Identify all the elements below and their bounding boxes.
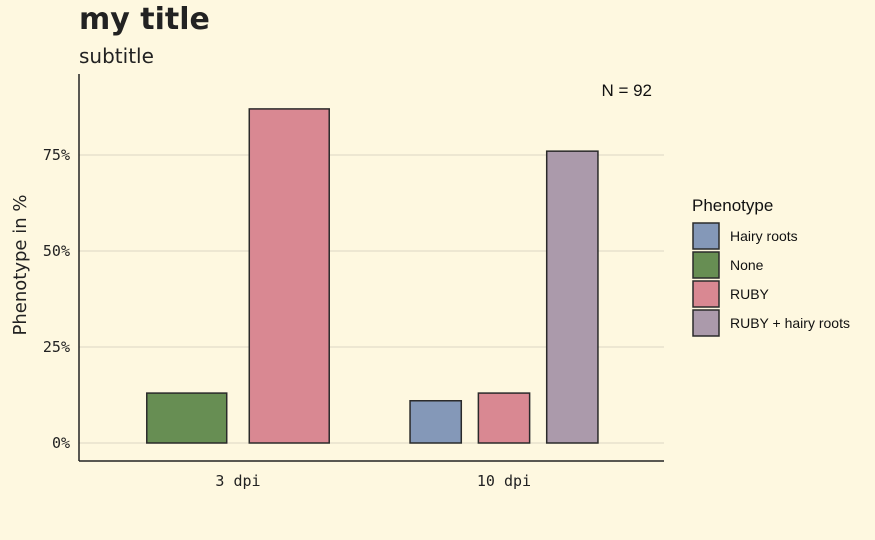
- legend-swatch: [692, 280, 720, 308]
- bar-ruby-0: [248, 108, 330, 444]
- bar-ruby-1: [477, 392, 531, 444]
- legend-item-label: Hairy roots: [730, 228, 798, 244]
- bars-group: [146, 108, 599, 444]
- chart-title: my title: [79, 2, 210, 37]
- bar-ruby-hairy-roots-1: [545, 150, 599, 444]
- y-tick-label: 0%: [52, 434, 70, 452]
- y-tick-label: 75%: [43, 146, 70, 164]
- legend-item-label: None: [730, 257, 764, 273]
- y-tick-label: 25%: [43, 338, 70, 356]
- x-tick-label: 10 dpi: [477, 472, 531, 490]
- legend-item-label: RUBY + hairy roots: [730, 315, 850, 331]
- axes: [78, 74, 664, 462]
- chart-subtitle: subtitle: [79, 44, 154, 68]
- sample-size-annotation: N = 92: [601, 81, 652, 100]
- tick-labels: 0% 25% 50% 75% 3 dpi 10 dpi: [43, 146, 531, 490]
- legend: Hairy roots None RUBY RUBY + hairy roots: [692, 222, 850, 337]
- bar-none-0: [146, 392, 228, 444]
- legend-swatch: [692, 309, 720, 337]
- x-tick-label: 3 dpi: [215, 472, 260, 490]
- bar-hairy-roots-1: [409, 400, 463, 444]
- legend-swatch: [692, 222, 720, 250]
- legend-item-label: RUBY: [730, 286, 770, 302]
- legend-swatch: [692, 251, 720, 279]
- legend-title: Phenotype: [692, 196, 773, 215]
- y-axis-label: Phenotype in %: [10, 195, 31, 336]
- y-tick-label: 50%: [43, 242, 70, 260]
